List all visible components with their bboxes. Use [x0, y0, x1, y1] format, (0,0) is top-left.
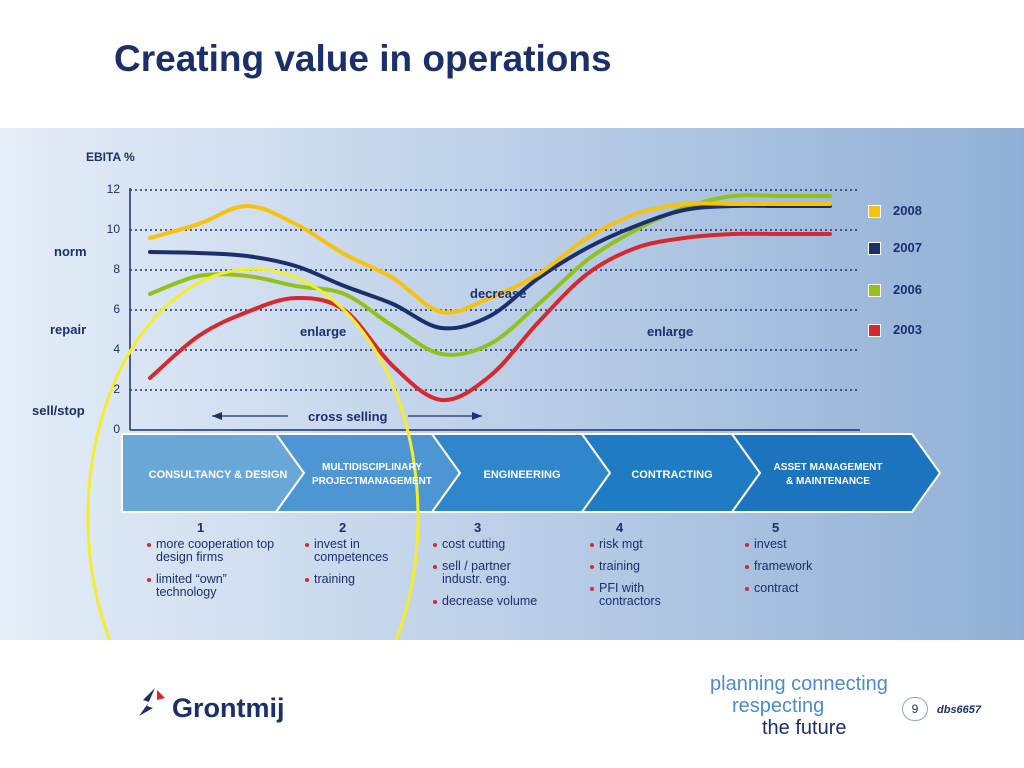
chart-background-band	[0, 128, 1024, 640]
legend-swatch-2006	[868, 284, 881, 297]
stage-number-1: 1	[197, 520, 205, 535]
stage-label-3: ENGINEERING	[447, 468, 597, 482]
enlarge-right-annotation: enlarge	[647, 324, 694, 339]
stage-label-line-1: CONTRACTING	[631, 469, 713, 481]
series-line-2006	[148, 193, 832, 357]
highlight-ellipse	[86, 267, 420, 640]
bullet-item: training	[303, 573, 413, 586]
y-tick-12: 12	[106, 182, 120, 196]
stage-label-line-1: ENGINEERING	[483, 469, 561, 481]
enlarge-left-annotation: enlarge	[300, 324, 347, 339]
page-number: 9	[902, 697, 928, 721]
bullet-item: risk mgt	[588, 538, 708, 551]
stage-label-line-2: & MAINTENANCE	[786, 476, 870, 487]
y-tick-4: 4	[113, 342, 120, 356]
legend-swatch-2008	[868, 205, 881, 218]
sell-stop-label: sell/stop	[32, 403, 85, 418]
logo-text: Grontmij	[172, 693, 285, 723]
stage-label-line-1: CONSULTANCY & DESIGN	[148, 469, 288, 481]
y-axis-label: EBITA %	[86, 150, 135, 164]
legend-swatch-2007	[868, 242, 881, 255]
stage-chevron-5	[730, 433, 942, 513]
stage-label-line-2: PROJECTMANAGEMENT	[311, 476, 432, 487]
stage-number-5: 5	[772, 520, 780, 535]
legend-label-2003: 2003	[893, 322, 922, 337]
series-line-2008	[148, 201, 832, 315]
repair-label: repair	[50, 322, 87, 337]
stage-bullets-5: invest framework contract	[743, 538, 853, 604]
y-tick-0: 0	[113, 422, 120, 436]
cross-selling-arrow-head	[212, 412, 222, 420]
legend-label-2007: 2007	[893, 240, 922, 255]
grontmij-logo-icon	[139, 688, 165, 716]
bullet-item: more cooperation top design firms	[145, 538, 275, 564]
series-line-2007	[148, 203, 832, 331]
stage-bullets-2: invest in competences training	[303, 538, 413, 595]
bullet-item: contract	[743, 582, 853, 595]
stage-number-2: 2	[339, 520, 347, 535]
bullet-item: cost cutting	[431, 538, 551, 551]
stage-label-line-1: MULTIDISCIPLINARY	[322, 462, 422, 473]
bullet-item: invest in competences	[303, 538, 413, 564]
page-title: Creating value in operations	[114, 38, 612, 79]
legend-swatch-2003	[868, 324, 881, 337]
bullet-item: limited “own” technology	[145, 573, 275, 599]
stage-label-2: MULTIDISCIPLINARY PROJECTMANAGEMENT	[297, 461, 447, 489]
doc-id: dbs6657	[937, 704, 982, 716]
bullet-item: training	[588, 560, 708, 573]
stage-bullets-4: risk mgt training PFI with contractors	[588, 538, 708, 617]
ebita-chart	[86, 188, 942, 640]
cross-selling-arrows	[212, 412, 482, 420]
cross-selling-arrow-head	[472, 412, 482, 420]
bullet-item: PFI with contractors	[588, 582, 708, 608]
y-tick-10: 10	[106, 222, 120, 236]
bullet-item: framework	[743, 560, 853, 573]
tagline: planning connecting respecting the futur…	[710, 673, 888, 739]
bullet-item: invest	[743, 538, 853, 551]
tagline-line-1: planning connecting	[710, 673, 888, 695]
bullet-item: decrease volume	[431, 595, 551, 608]
norm-label: norm	[54, 244, 87, 259]
stage-label-1: CONSULTANCY & DESIGN	[143, 468, 293, 482]
bullet-item: sell / partner industr. eng.	[431, 560, 551, 586]
tagline-line-2: respecting	[732, 695, 825, 717]
decrease-annotation: decrease	[470, 286, 527, 301]
series-lines	[148, 193, 832, 403]
stage-label-5: ASSET MANAGEMENT & MAINTENANCE	[753, 461, 903, 489]
cross-selling-annotation: cross selling	[308, 409, 388, 424]
legend-label-2006: 2006	[893, 282, 922, 297]
stage-label-4: CONTRACTING	[597, 468, 747, 482]
y-tick-8: 8	[113, 262, 120, 276]
stage-label-line-1: ASSET MANAGEMENT	[773, 462, 883, 473]
series-line-2003	[148, 231, 832, 403]
y-tick-2: 2	[113, 382, 120, 396]
stage-bullets-1: more cooperation top design firms limited…	[145, 538, 275, 608]
legend-label-2008: 2008	[893, 203, 922, 218]
tagline-line-3: the future	[762, 717, 847, 739]
stage-number-3: 3	[474, 520, 482, 535]
y-tick-6: 6	[113, 302, 120, 316]
axes	[129, 188, 860, 431]
stage-bullets-3: cost cutting sell / partner industr. eng.…	[431, 538, 551, 617]
stage-number-4: 4	[616, 520, 624, 535]
